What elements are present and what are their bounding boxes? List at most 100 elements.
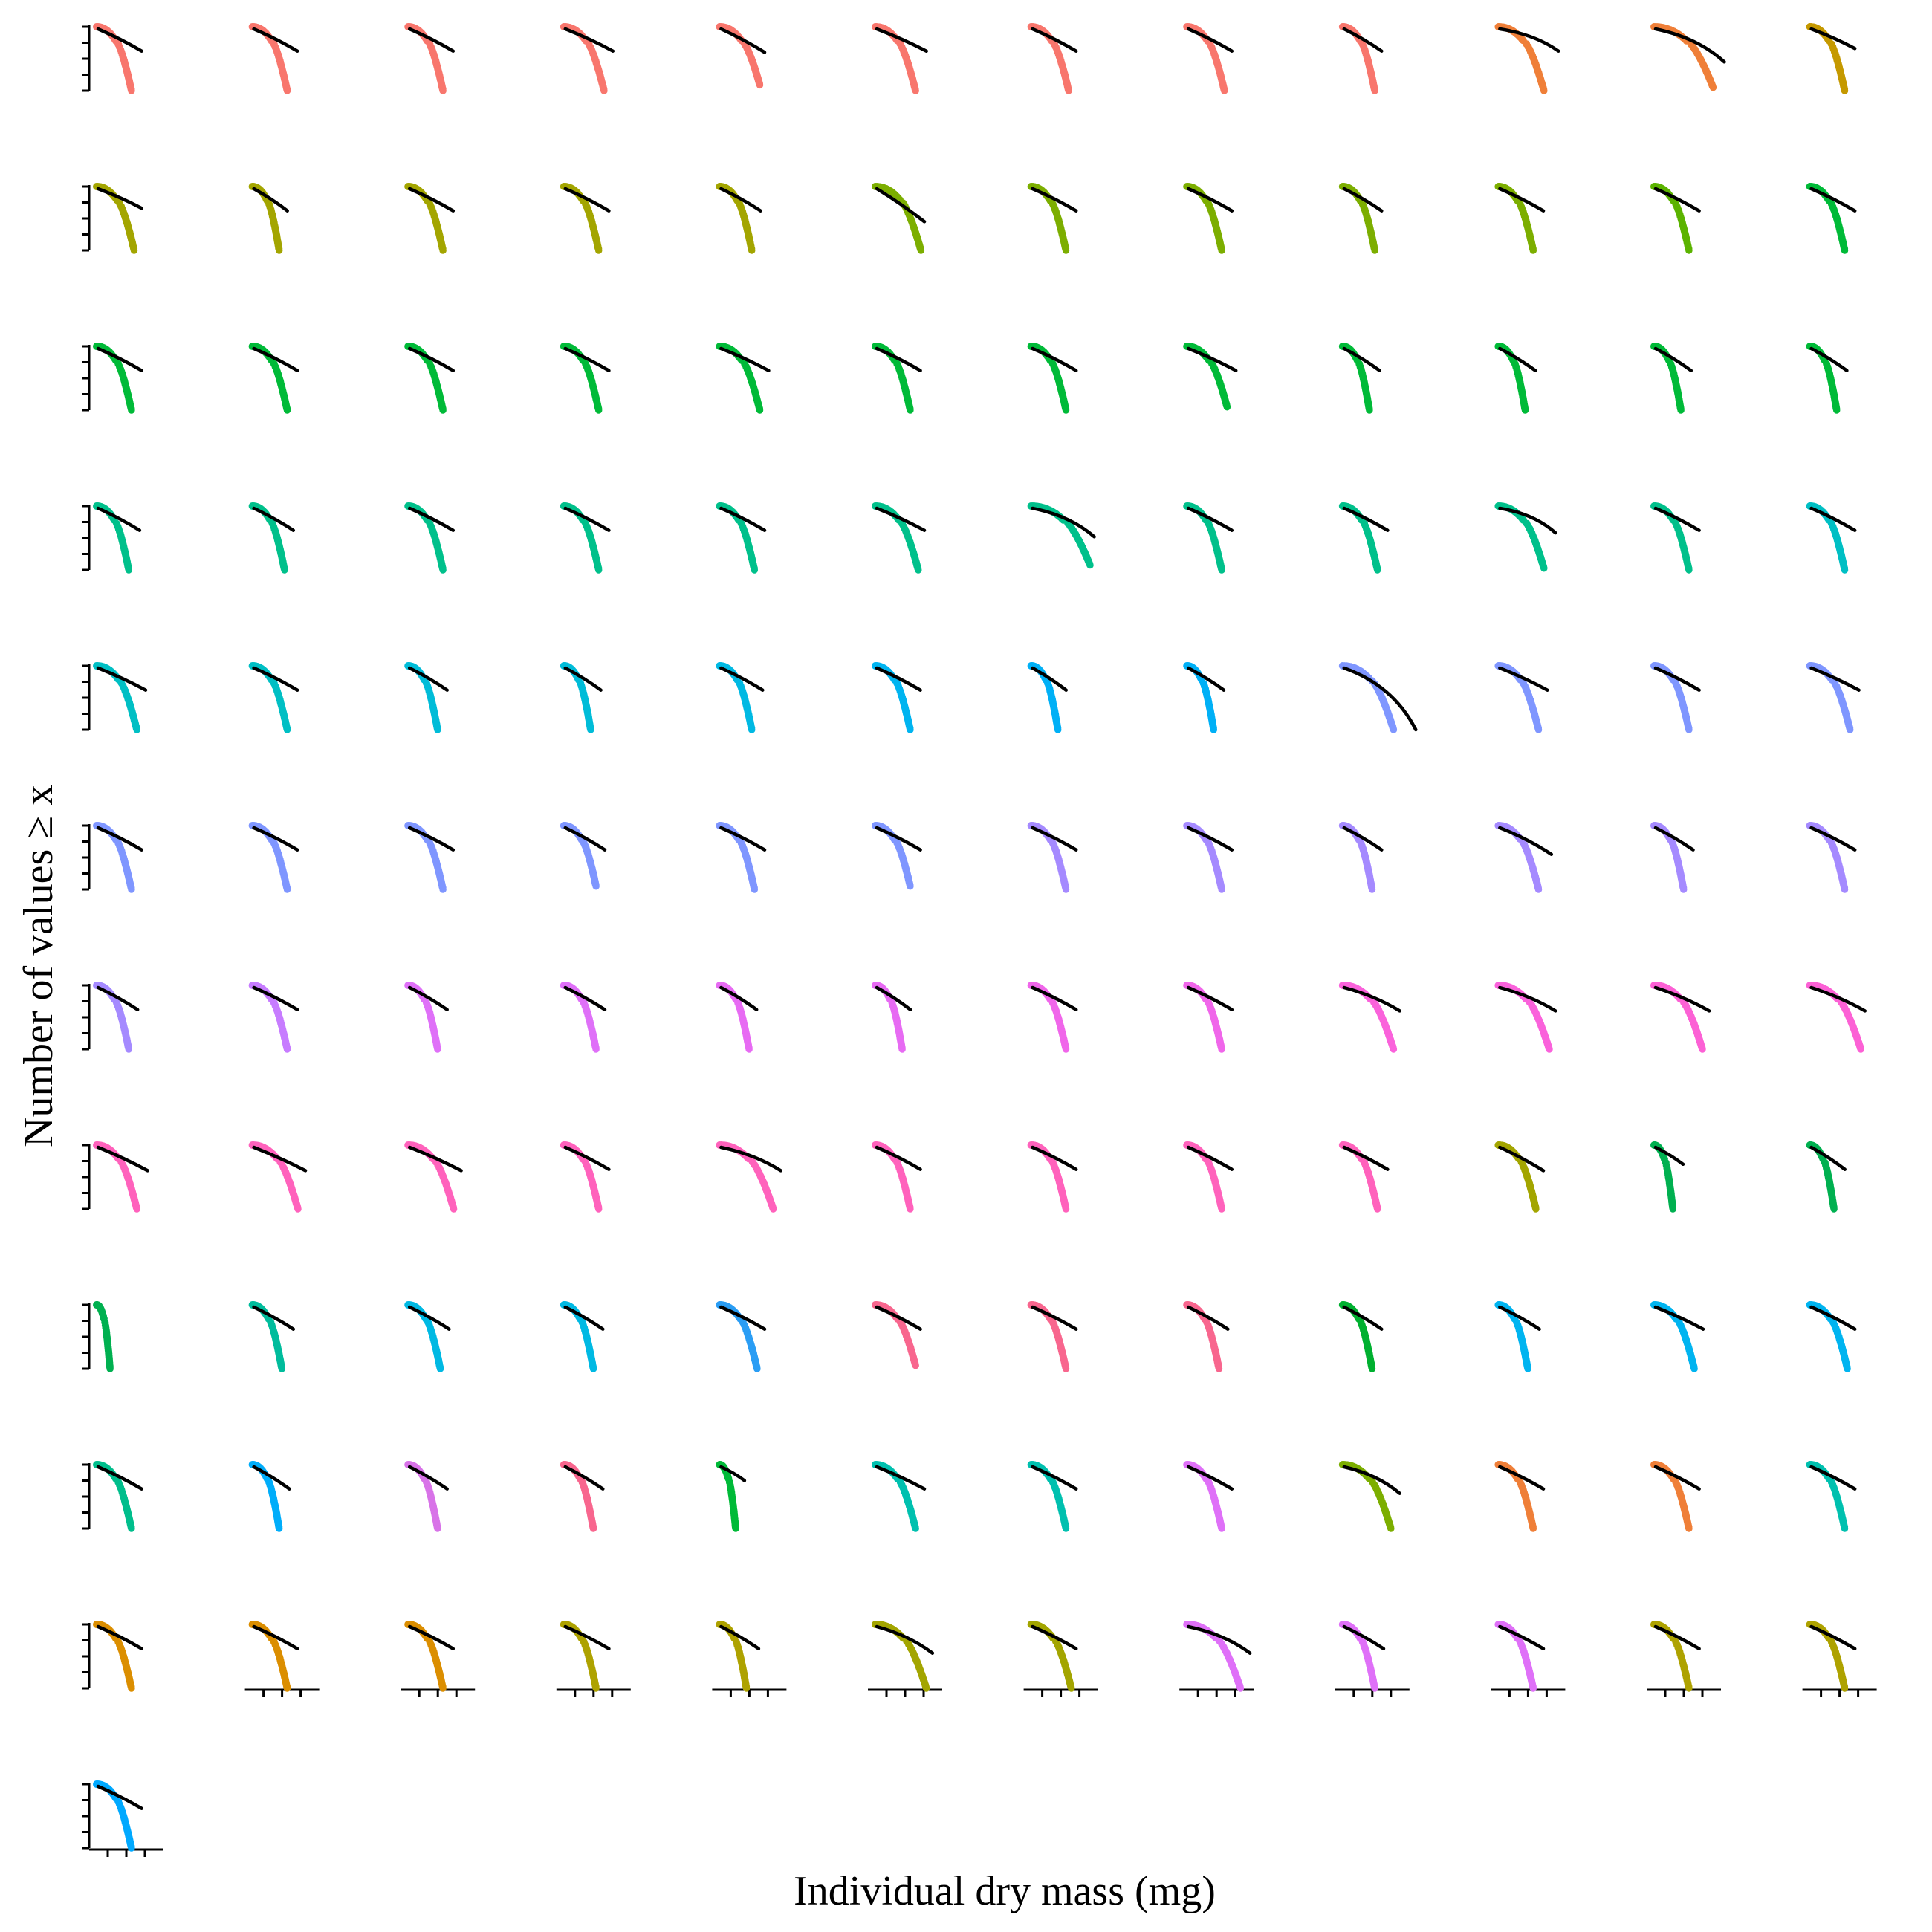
panel: [1494, 502, 1557, 572]
fit-line: [1342, 187, 1384, 213]
data-point: [1841, 247, 1849, 254]
panels-group: [82, 23, 1877, 1857]
panel: [82, 822, 143, 893]
panel: [1650, 343, 1693, 414]
fit-line: [407, 346, 456, 372]
panel: [82, 23, 143, 94]
data-point: [275, 247, 283, 254]
panel: [404, 822, 456, 893]
panel: [404, 662, 449, 733]
panel: [872, 662, 922, 733]
panel: [560, 343, 611, 414]
panel: [1806, 183, 1857, 254]
panel: [1183, 1141, 1234, 1213]
panel: [560, 1141, 611, 1213]
panel: [1338, 343, 1381, 414]
panel: [1027, 822, 1078, 893]
panel: [1494, 662, 1549, 733]
panel: [248, 822, 299, 893]
data-point: [439, 406, 447, 414]
fit-line: [96, 346, 143, 372]
data-point: [1841, 87, 1849, 94]
panel: [872, 982, 912, 1053]
data-point: [594, 247, 603, 254]
panel: [1027, 982, 1078, 1053]
panel: [716, 662, 765, 733]
panel: [1183, 1301, 1230, 1372]
panel: [1806, 822, 1857, 893]
panel: [82, 982, 140, 1053]
panel: [560, 502, 611, 574]
panel: [1494, 822, 1554, 893]
panel: [1806, 1301, 1857, 1372]
panel: [560, 23, 615, 94]
fit-line: [875, 27, 928, 53]
data-point: [1065, 87, 1072, 94]
data-point: [128, 87, 135, 94]
panel: [872, 23, 928, 94]
panel: [1806, 662, 1861, 733]
data-point: [917, 247, 925, 254]
fit-line: [1653, 27, 1726, 64]
panel: [872, 502, 927, 574]
data-point: [912, 87, 919, 94]
panel: [1338, 23, 1384, 94]
panel: [872, 1141, 922, 1213]
fit-line: [1809, 985, 1867, 1013]
fit-line: [1498, 27, 1560, 53]
panel: [1650, 1141, 1685, 1213]
panel: [1183, 502, 1234, 574]
fit-line: [407, 187, 456, 213]
fit-line: [96, 27, 143, 53]
panel: [1806, 502, 1857, 574]
panel: [1338, 1301, 1384, 1372]
panel: [872, 343, 922, 414]
panel: [404, 1301, 451, 1372]
panel: [248, 343, 299, 414]
fit-line: [1342, 27, 1384, 53]
panel: [1650, 183, 1701, 254]
panel: [1494, 982, 1557, 1053]
panel: [82, 662, 148, 733]
data-point: [1371, 247, 1378, 254]
panel: [716, 183, 762, 254]
panel: [1650, 982, 1711, 1053]
panel: [1027, 23, 1078, 94]
panel: [82, 183, 143, 254]
panel: [1338, 982, 1401, 1053]
data-point: [130, 247, 138, 254]
panel: [1338, 1141, 1390, 1213]
fit-line: [719, 27, 767, 54]
panel: [404, 343, 456, 414]
fit-line: [1498, 187, 1546, 213]
panel: [560, 183, 611, 254]
panel: [1027, 1141, 1078, 1213]
data-point: [439, 87, 447, 94]
panel: [872, 1301, 922, 1369]
panel: [560, 1301, 605, 1372]
data-point: [1685, 247, 1693, 254]
fit-line: [1031, 27, 1078, 53]
panel: [248, 1141, 308, 1213]
panel: [1027, 502, 1096, 569]
data-point: [283, 87, 291, 94]
panel: [404, 183, 456, 254]
fit-line: [1031, 187, 1078, 213]
fit-line: [1653, 985, 1711, 1013]
fit-line: [252, 346, 299, 372]
data-point: [594, 406, 603, 414]
panel: [248, 982, 299, 1053]
panel: [1650, 662, 1701, 733]
panel: [1027, 343, 1078, 414]
fit-line: [719, 187, 762, 213]
panel: [404, 982, 449, 1053]
panel: [1650, 1301, 1705, 1372]
data-point: [1371, 87, 1378, 94]
panel: [248, 23, 299, 94]
panel: [82, 502, 142, 574]
data-point: [1540, 87, 1548, 94]
panel: [248, 1301, 296, 1372]
panel: [1494, 23, 1560, 94]
panel: [1183, 343, 1238, 411]
